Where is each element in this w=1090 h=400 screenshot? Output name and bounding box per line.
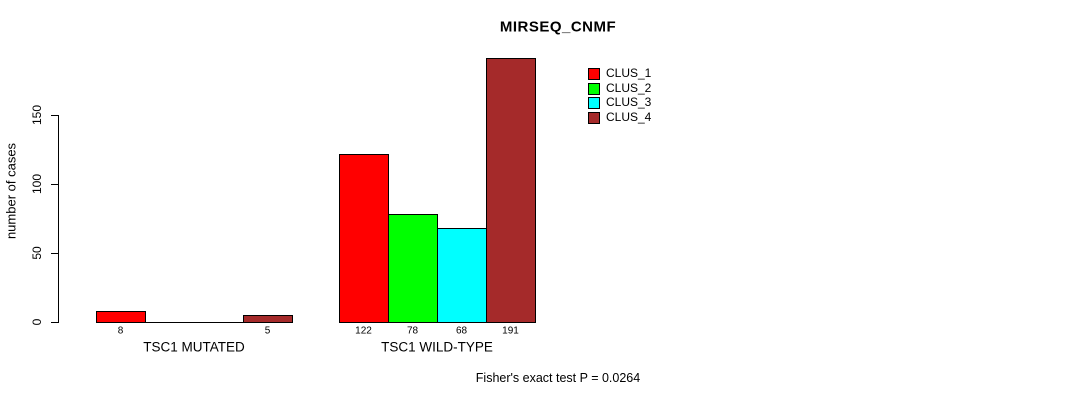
y-axis-tick-label: 150 <box>30 104 44 126</box>
y-axis-line <box>58 115 59 323</box>
legend-label: CLUS_1 <box>606 66 652 80</box>
bar-clus_4-mutated <box>243 315 293 323</box>
y-axis-tick <box>51 184 58 185</box>
legend-row-clus_1: CLUS_1 <box>588 67 651 80</box>
y-axis-label: number of cases <box>3 142 19 240</box>
bar-clus_3-wildtype <box>437 228 487 323</box>
bar-value-label: 122 <box>355 325 372 337</box>
legend-swatch-icon <box>588 111 600 124</box>
bar-value-label: 68 <box>455 325 468 337</box>
legend-row-clus_3: CLUS_3 <box>588 96 651 109</box>
y-axis-tick-label: 100 <box>30 173 44 195</box>
bar-clus_4-wildtype <box>486 58 536 323</box>
bar-value-label: 191 <box>502 325 519 337</box>
legend-label: CLUS_3 <box>606 95 652 109</box>
legend-swatch-icon <box>588 67 600 80</box>
legend-label: CLUS_2 <box>606 81 652 95</box>
legend-row-clus_4: CLUS_4 <box>588 111 651 124</box>
y-axis-tick <box>51 253 58 254</box>
x-group-label-wildtype: TSC1 WILD-TYPE <box>381 339 493 355</box>
bar-value-label: 78 <box>406 325 419 337</box>
y-axis-tick <box>51 115 58 116</box>
y-axis-tick-label: 50 <box>30 246 44 260</box>
bar-clus_1-wildtype <box>339 154 389 323</box>
zero-height-bar-clus_2 <box>145 322 195 323</box>
fisher-test-annotation: Fisher's exact test P = 0.0264 <box>475 371 641 385</box>
bar-clus_2-wildtype <box>388 214 438 323</box>
bar-value-label: 8 <box>117 325 124 337</box>
y-axis-tick <box>51 322 58 323</box>
legend-row-clus_2: CLUS_2 <box>588 82 651 95</box>
legend-swatch-icon <box>588 82 600 95</box>
y-axis-tick-label: 0 <box>30 318 44 326</box>
x-group-label-mutated: TSC1 MUTATED <box>143 339 245 355</box>
bar-value-label: 5 <box>264 325 271 337</box>
legend-label: CLUS_4 <box>606 110 652 124</box>
chart-title: MIRSEQ_CNMF <box>499 18 617 36</box>
bar-clus_1-mutated <box>96 311 146 323</box>
zero-height-bar-clus_3 <box>194 322 244 323</box>
legend-swatch-icon <box>588 96 600 109</box>
